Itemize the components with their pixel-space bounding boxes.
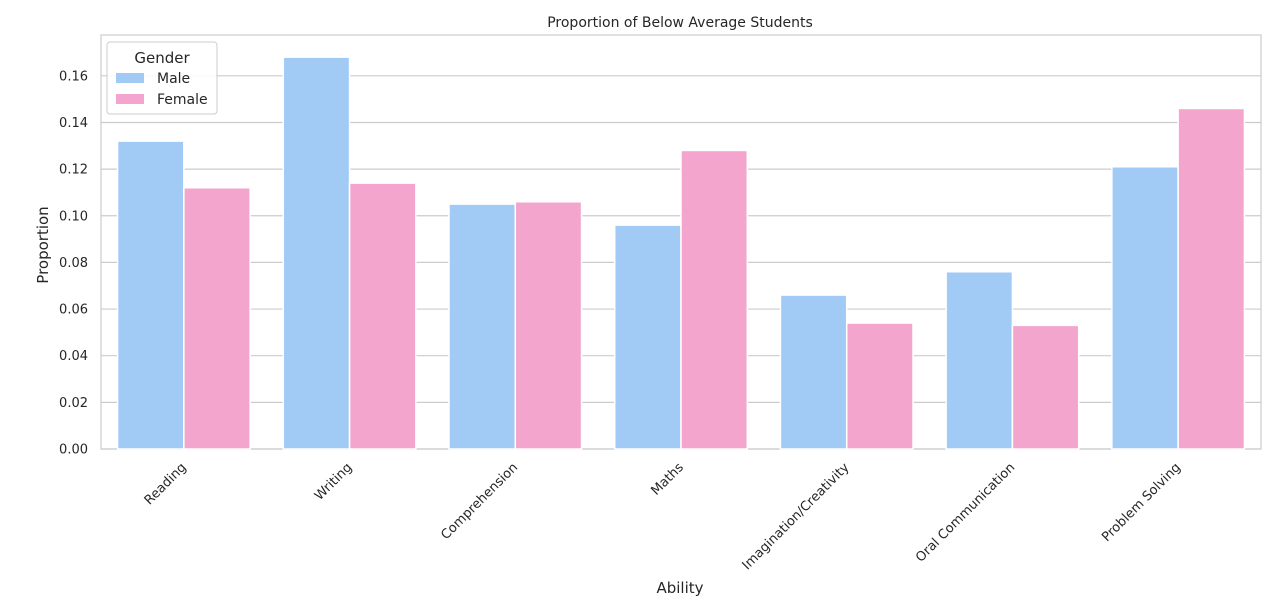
y-tick-label: 0.14 (59, 116, 88, 131)
x-tick-label: Comprehension (438, 460, 521, 543)
legend-title: Gender (134, 49, 190, 67)
bar-male (613, 224, 682, 450)
bar-female (348, 182, 417, 450)
y-tick-label: 0.08 (59, 256, 88, 271)
x-tick-label: Oral Communication (913, 460, 1018, 565)
y-axis-label: Proportion (34, 206, 52, 283)
bar-female (514, 201, 583, 450)
chart-title: Proportion of Below Average Students (547, 15, 813, 31)
bar-female (183, 187, 251, 450)
bar-female (845, 322, 914, 450)
bar-male (282, 56, 351, 450)
y-tick-label: 0.12 (59, 163, 88, 178)
bar-female (1177, 107, 1246, 450)
x-tick-label: Reading (142, 460, 190, 508)
bar-male (945, 270, 1014, 450)
y-tick-label: 0.00 (59, 443, 88, 458)
y-tick-label: 0.02 (59, 396, 88, 411)
y-tick-label: 0.06 (59, 303, 88, 318)
bar-male (1111, 166, 1179, 450)
x-axis-label: Ability (656, 579, 703, 597)
y-tick-label: 0.04 (59, 349, 88, 364)
x-tick-label: Imagination/Creativity (740, 460, 853, 573)
bar-male (448, 203, 517, 450)
bar-male (779, 294, 848, 450)
bars (116, 56, 1246, 450)
x-tick-label: Problem Solving (1099, 460, 1184, 545)
y-tick-label: 0.10 (59, 209, 88, 224)
y-tick-labels: 0.00 0.02 0.04 0.06 0.08 0.10 0.12 0.14 0.16 (59, 69, 88, 457)
bar-female (1011, 324, 1080, 450)
y-tick-label: 0.16 (59, 69, 88, 84)
x-tick-labels: Reading Writing Comprehension Maths Imaginat… (142, 460, 1184, 573)
bar-female (680, 149, 749, 450)
legend-label-male: Male (157, 71, 190, 87)
legend-swatch-female (116, 94, 144, 104)
legend: Gender Male Female (106, 41, 218, 115)
x-tick-label: Writing (312, 460, 355, 503)
x-tick-label: Maths (648, 460, 687, 499)
bar-male (116, 140, 185, 450)
legend-swatch-male (116, 73, 144, 83)
legend-label-female: Female (157, 92, 208, 108)
